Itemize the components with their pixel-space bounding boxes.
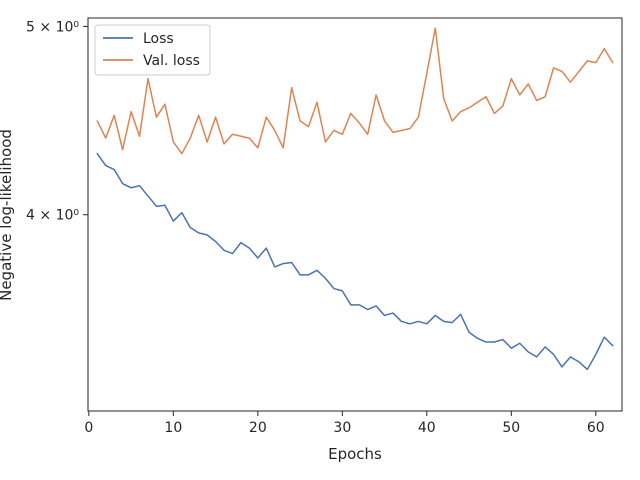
y-tick-label: 5 × 10⁰ bbox=[26, 19, 79, 35]
y-tick-label: 4 × 10⁰ bbox=[26, 208, 79, 224]
x-tick-label: 50 bbox=[502, 420, 520, 436]
x-tick-label: 10 bbox=[164, 420, 182, 436]
x-tick-label: 40 bbox=[418, 420, 436, 436]
x-axis-ticks: 0 10 20 30 40 50 60 bbox=[84, 411, 605, 436]
series-layer bbox=[96, 27, 614, 371]
legend: Loss Val. loss bbox=[94, 24, 211, 76]
plot-area bbox=[87, 17, 623, 412]
series-line-val-loss bbox=[96, 27, 614, 155]
x-tick-label: 30 bbox=[333, 420, 351, 436]
series-line-loss bbox=[96, 152, 614, 371]
y-axis-label: Negative log-likelihood bbox=[0, 129, 15, 301]
y-axis-ticks: 4 × 10⁰ 5 × 10⁰ bbox=[26, 19, 88, 224]
legend-label-val-loss: Val. loss bbox=[143, 53, 200, 69]
x-tick-label: 0 bbox=[84, 420, 93, 436]
x-tick-label: 60 bbox=[587, 420, 605, 436]
legend-label-loss: Loss bbox=[143, 31, 174, 47]
x-tick-label: 20 bbox=[249, 420, 267, 436]
x-axis-label: Epochs bbox=[328, 445, 382, 463]
